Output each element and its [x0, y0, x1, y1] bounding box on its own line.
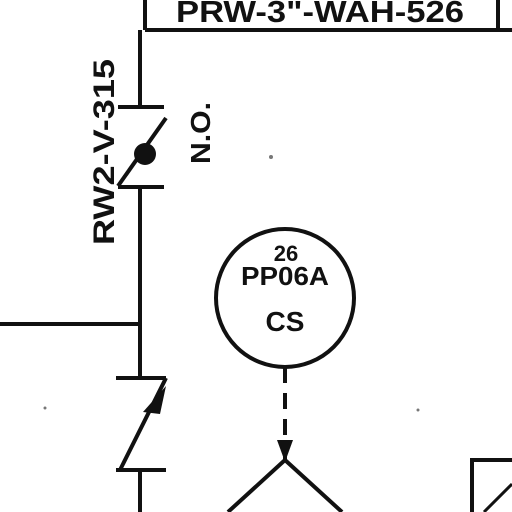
partial-box-symbol	[470, 458, 512, 512]
process-line-top	[143, 0, 512, 32]
scan-specks	[43, 155, 420, 412]
signal-arrowhead	[277, 440, 293, 462]
valve-state-label: N.O.	[185, 102, 216, 164]
instrument-function-label: CS	[266, 306, 305, 337]
valve-symbol	[116, 105, 168, 189]
instrument-tag-label: PP06A	[241, 261, 329, 291]
triangle-symbol	[226, 457, 344, 512]
valve-tag-label: RW2-V-315	[88, 59, 121, 245]
instrument-number-label: 26	[274, 241, 298, 266]
line-tag-label: PRW-3"-WAH-526	[176, 0, 464, 29]
instrument-bubble	[214, 227, 356, 460]
check-valve-symbol	[116, 376, 168, 472]
